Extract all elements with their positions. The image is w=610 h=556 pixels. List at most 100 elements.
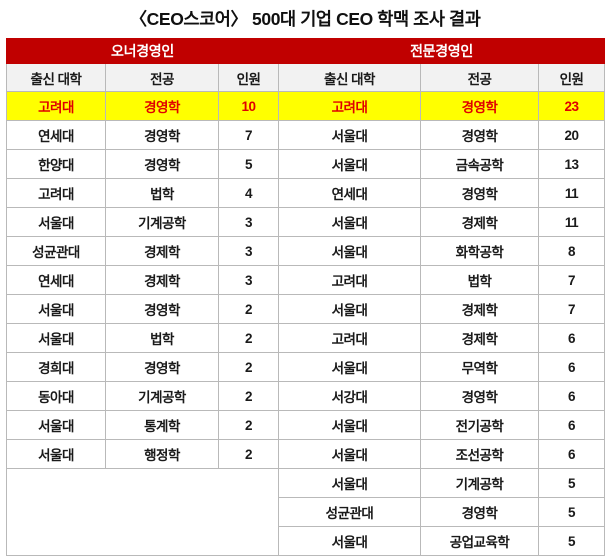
cell-count-owner: 2: [217, 410, 280, 440]
cell-university-professional: 성균관대: [278, 497, 422, 527]
cell-major-professional: 경영학: [420, 120, 540, 150]
cell-major-owner: 기계공학: [105, 381, 219, 411]
cell-major-professional: 무역학: [420, 352, 540, 382]
cell-count-professional: 11: [538, 207, 606, 237]
cell-university-professional: 연세대: [278, 178, 422, 208]
cell-university-professional: 서울대: [278, 120, 422, 150]
cell-count-professional: 5: [538, 497, 606, 527]
cell-major-owner: 통계학: [105, 410, 219, 440]
table-row: 고려대 법학 4 연세대 경영학 11: [6, 178, 606, 208]
column-header-university-professional: 출신 대학: [278, 63, 422, 92]
cell-count-owner: 4: [217, 178, 280, 208]
cell-university-professional: 서울대: [278, 439, 422, 469]
group-header-professional: 전문경영인: [278, 38, 606, 64]
cell-count-owner: 2: [217, 439, 280, 469]
cell-major-professional: 경제학: [420, 294, 540, 324]
cell-count-owner: 2: [217, 323, 280, 353]
cell-university-owner: 서울대: [6, 410, 106, 440]
table-row: 경희대 경영학 2 서울대 무역학 6: [6, 352, 606, 382]
cell-university-owner: 동아대: [6, 381, 106, 411]
cell-count-professional: 6: [538, 323, 606, 353]
cell-count-professional: 6: [538, 352, 606, 382]
page-title: 〈CEO스코어〉 500대 기업 CEO 학맥 조사 결과: [129, 9, 481, 29]
cell-university-professional: 고려대: [278, 91, 422, 121]
column-header-count-owner: 인원: [217, 63, 280, 92]
cell-count-professional: 11: [538, 178, 606, 208]
cell-major-owner: 경영학: [105, 352, 219, 382]
cell-university-owner: 서울대: [6, 207, 106, 237]
cell-major-owner: 법학: [105, 323, 219, 353]
ceo-alumni-table: 오너경영인 전문경영인 출신 대학 전공 인원 출신 대학 전공 인원 고려대 경…: [5, 38, 606, 556]
cell-major-owner: 경영학: [105, 149, 219, 179]
table-row: 한양대 경영학 5 서울대 금속공학 13: [6, 149, 606, 179]
cell-university-owner: 한양대: [6, 149, 106, 179]
cell-university-professional: 서울대: [278, 526, 422, 556]
cell-major-professional: 경영학: [420, 497, 540, 527]
cell-count-professional: 6: [538, 439, 606, 469]
cell-count-professional: 5: [538, 468, 606, 498]
cell-university-owner: 연세대: [6, 120, 106, 150]
cell-university-professional: 고려대: [278, 265, 422, 295]
column-header-major-professional: 전공: [420, 63, 540, 92]
cell-count-professional: 7: [538, 265, 606, 295]
cell-major-owner: 법학: [105, 178, 219, 208]
table-row: 동아대 기계공학 2 서강대 경영학 6: [6, 381, 606, 411]
cell-university-professional: 서울대: [278, 410, 422, 440]
cell-university-professional: 서울대: [278, 352, 422, 382]
cell-major-professional: 공업교육학: [420, 526, 540, 556]
ceo-alumni-table-wrapper: 오너경영인 전문경영인 출신 대학 전공 인원 출신 대학 전공 인원 고려대 경…: [5, 38, 606, 556]
cell-count-owner: 2: [217, 352, 280, 382]
cell-major-professional: 금속공학: [420, 149, 540, 179]
cell-university-owner: 서울대: [6, 439, 106, 469]
column-header-major-owner: 전공: [105, 63, 219, 92]
cell-major-professional: 조선공학: [420, 439, 540, 469]
cell-university-professional: 고려대: [278, 323, 422, 353]
cell-university-professional: 서강대: [278, 381, 422, 411]
cell-count-professional: 5: [538, 526, 606, 556]
cell-count-owner: 3: [217, 236, 280, 266]
cell-count-owner: 3: [217, 265, 280, 295]
cell-university-owner: 연세대: [6, 265, 106, 295]
cell-major-professional: 경영학: [420, 91, 540, 121]
table-row: 서울대 법학 2 고려대 경제학 6: [6, 323, 606, 353]
empty-owner-area: [5, 468, 280, 556]
group-header-owner: 오너경영인: [5, 38, 280, 64]
table-body: 고려대 경영학 10 고려대 경영학 23 연세대 경영학 7 서울대 경영학 20 한양대 경영학 5 서울…: [5, 91, 606, 556]
table-row: 성균관대 경제학 3 서울대 화학공학 8: [6, 236, 606, 266]
cell-major-owner: 경영학: [105, 120, 219, 150]
table-row: 서울대 경영학 2 서울대 경제학 7: [6, 294, 606, 324]
cell-count-professional: 20: [538, 120, 606, 150]
group-header-row: 오너경영인 전문경영인: [5, 38, 606, 64]
cell-university-professional: 서울대: [278, 149, 422, 179]
table-row: 고려대 경영학 10 고려대 경영학 23: [6, 91, 606, 121]
cell-university-professional: 서울대: [278, 468, 422, 498]
cell-university-professional: 서울대: [278, 207, 422, 237]
cell-count-owner: 7: [217, 120, 280, 150]
cell-major-professional: 화학공학: [420, 236, 540, 266]
cell-major-professional: 경제학: [420, 323, 540, 353]
cell-major-owner: 경제학: [105, 236, 219, 266]
cell-university-owner: 서울대: [6, 294, 106, 324]
cell-major-professional: 기계공학: [420, 468, 540, 498]
table-row: 서울대 기계공학 5: [5, 468, 606, 556]
cell-count-owner: 2: [217, 294, 280, 324]
column-header-university-owner: 출신 대학: [6, 63, 106, 92]
table-row: 서울대 행정학 2 서울대 조선공학 6: [6, 439, 606, 469]
table-row: 연세대 경영학 7 서울대 경영학 20: [6, 120, 606, 150]
table-row: 성균관대 경영학 5: [7, 497, 606, 527]
cell-count-professional: 7: [538, 294, 606, 324]
cell-major-professional: 경영학: [420, 178, 540, 208]
table-row: 서울대 기계공학 3 서울대 경제학 11: [6, 207, 606, 237]
cell-major-professional: 전기공학: [420, 410, 540, 440]
cell-university-owner: 고려대: [6, 178, 106, 208]
cell-count-owner: 3: [217, 207, 280, 237]
cell-university-professional: 서울대: [278, 236, 422, 266]
cell-count-owner: 5: [217, 149, 280, 179]
cell-count-professional: 13: [538, 149, 606, 179]
cell-count-owner: 10: [217, 91, 280, 121]
cell-university-owner: 성균관대: [6, 236, 106, 266]
cell-major-owner: 행정학: [105, 439, 219, 469]
page-root: 〈CEO스코어〉 500대 기업 CEO 학맥 조사 결과 오너경영인 전문경영…: [5, 9, 606, 556]
table-row: 연세대 경제학 3 고려대 법학 7: [6, 265, 606, 295]
cell-university-owner: 경희대: [6, 352, 106, 382]
